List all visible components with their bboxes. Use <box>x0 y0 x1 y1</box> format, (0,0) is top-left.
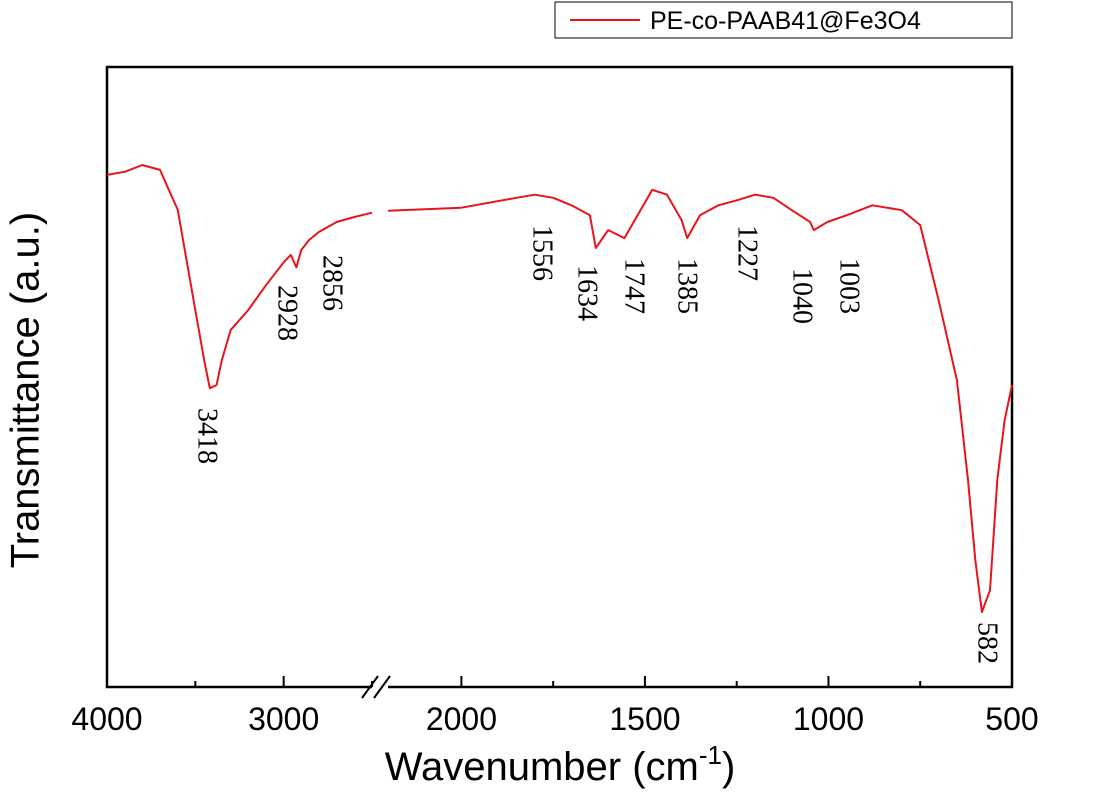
peak-label: 2856 <box>317 255 348 311</box>
y-axis-label: Transmittance (a.u.) <box>4 212 48 568</box>
x-tick-label: 4000 <box>71 701 142 737</box>
peak-label: 582 <box>972 622 1003 664</box>
x-tick-label: 3000 <box>248 701 319 737</box>
x-axis-label-text: Wavenumber (cm <box>385 745 699 789</box>
x-tick-label: 1500 <box>609 701 680 737</box>
peak-label: 1747 <box>619 258 650 314</box>
plot-frame <box>105 65 1014 689</box>
axis-break <box>373 675 391 699</box>
axis-break <box>361 675 379 699</box>
peak-label: 3418 <box>192 408 223 464</box>
peak-label: 2928 <box>272 285 303 341</box>
peak-label: 1003 <box>834 258 865 314</box>
peak-label: 1556 <box>527 225 558 281</box>
legend-label: PE-co-PAAB41@Fe3O4 <box>650 7 921 35</box>
peak-label: 1385 <box>672 258 703 314</box>
peak-label: 1040 <box>787 268 818 324</box>
x-tick-label: 2000 <box>426 701 497 737</box>
spectrum-line <box>106 164 1013 613</box>
x-axis-label-tail: ) <box>722 745 735 789</box>
x-tick-label: 500 <box>985 701 1038 737</box>
x-tick-label: 1000 <box>793 701 864 737</box>
x-axis-label-sup: -1 <box>699 740 722 770</box>
peak-label: 1634 <box>572 265 603 321</box>
peak-label: 1227 <box>732 225 763 281</box>
x-axis-label: Wavenumber (cm-1) <box>385 740 736 789</box>
